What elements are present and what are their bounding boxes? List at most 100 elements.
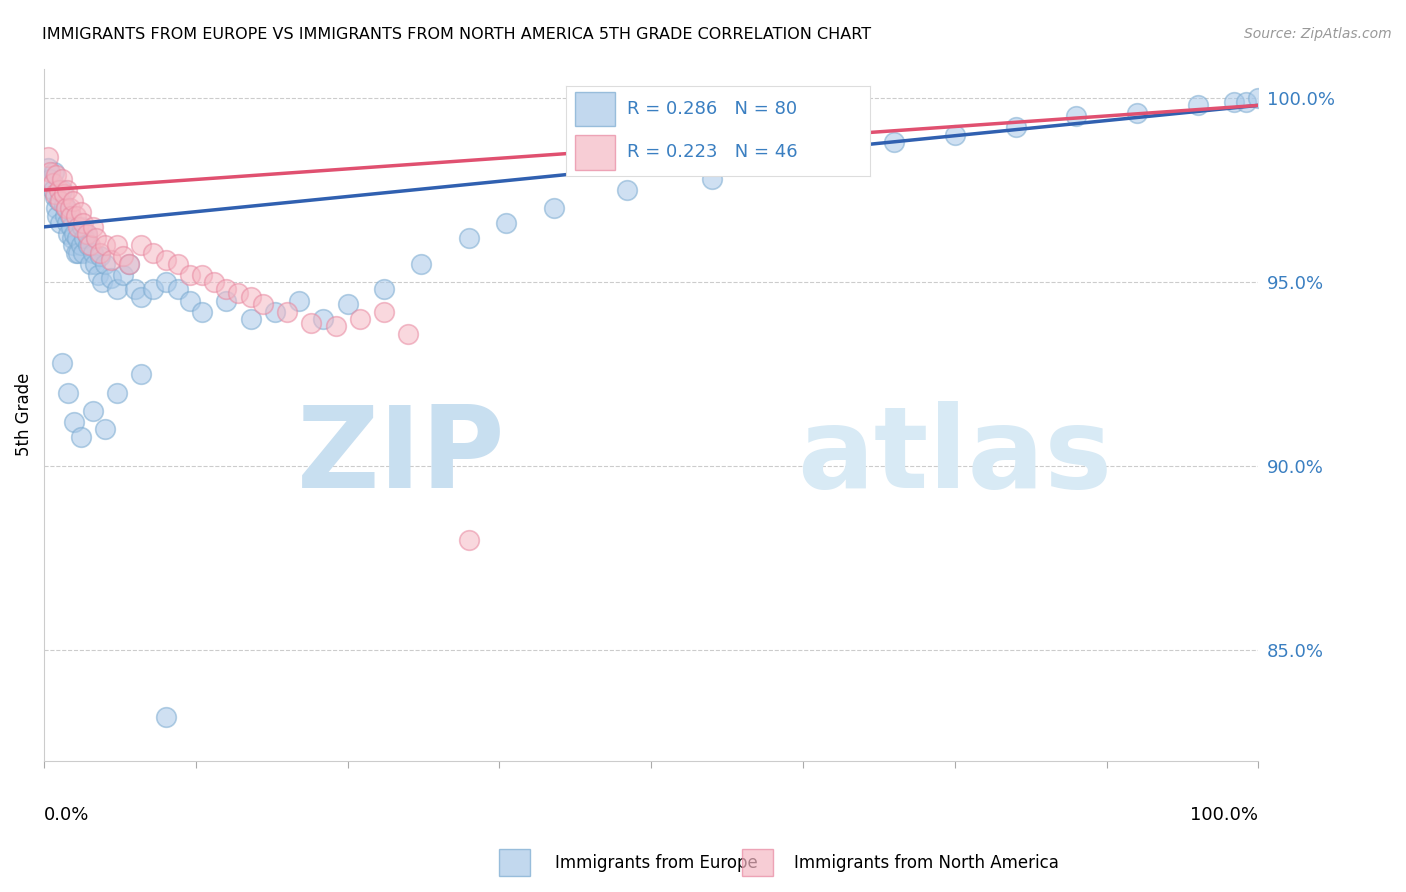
Point [65, 209, 87, 223]
Point [191, 304, 214, 318]
Point [37, 150, 59, 164]
Point [105, 385, 128, 400]
Point [349, 312, 371, 326]
Point [202, 275, 225, 289]
Point [76, 238, 98, 252]
Point [943, 128, 966, 142]
Point [59, 202, 82, 216]
Point [239, 312, 262, 326]
Point [52, 198, 75, 212]
Point [458, 533, 481, 547]
Point [63, 227, 86, 242]
Point [41, 176, 63, 190]
Point [56, 216, 79, 230]
Point [112, 249, 135, 263]
Point [252, 297, 274, 311]
Point [69, 430, 91, 444]
Point [41, 183, 63, 197]
Point [215, 283, 238, 297]
Point [762, 157, 785, 171]
Point [58, 385, 80, 400]
Point [276, 304, 298, 318]
Text: IMMIGRANTS FROM EUROPE VS IMMIGRANTS FROM NORTH AMERICA 5TH GRADE CORRELATION CH: IMMIGRANTS FROM EUROPE VS IMMIGRANTS FRO… [42, 27, 872, 42]
Y-axis label: 5th Grade: 5th Grade [15, 373, 32, 457]
Point [373, 283, 395, 297]
Point [48, 194, 70, 208]
Point [312, 312, 335, 326]
Point [616, 183, 638, 197]
Point [94, 238, 117, 252]
Point [1234, 95, 1257, 109]
Point [65, 245, 87, 260]
Point [59, 209, 82, 223]
Text: Immigrants from North America: Immigrants from North America [794, 855, 1059, 872]
Point [67, 245, 90, 260]
Point [72, 216, 94, 230]
Point [42, 164, 65, 178]
Point [129, 290, 152, 304]
Point [495, 216, 517, 230]
Point [1223, 95, 1246, 109]
Point [55, 202, 77, 216]
Point [155, 275, 177, 289]
Point [94, 422, 117, 436]
Point [82, 404, 104, 418]
Point [46, 209, 69, 223]
Point [118, 257, 141, 271]
Point [48, 183, 70, 197]
Point [79, 257, 101, 271]
Text: Immigrants from Europe: Immigrants from Europe [555, 855, 758, 872]
Point [1064, 109, 1087, 123]
Point [66, 231, 89, 245]
Point [56, 183, 79, 197]
Point [1126, 105, 1149, 120]
Point [86, 268, 108, 282]
Point [62, 194, 84, 208]
Point [105, 283, 128, 297]
Point [44, 186, 66, 201]
Point [124, 283, 146, 297]
Point [100, 252, 122, 267]
Point [67, 219, 90, 234]
Point [79, 238, 101, 252]
Text: ZIP: ZIP [297, 401, 506, 512]
Text: 0.0%: 0.0% [44, 805, 90, 824]
Point [215, 293, 238, 308]
Text: Source: ZipAtlas.com: Source: ZipAtlas.com [1244, 27, 1392, 41]
Point [155, 252, 177, 267]
Point [49, 194, 72, 208]
Point [49, 216, 72, 230]
Point [37, 161, 59, 175]
Point [39, 164, 62, 178]
Point [228, 286, 250, 301]
Text: 100.0%: 100.0% [1191, 805, 1258, 824]
Point [883, 135, 905, 149]
Point [823, 146, 845, 161]
Text: atlas: atlas [797, 401, 1112, 512]
Point [55, 202, 77, 216]
Point [60, 231, 83, 245]
Point [179, 268, 201, 282]
Point [373, 304, 395, 318]
Point [51, 183, 73, 197]
Point [112, 268, 135, 282]
Point [89, 245, 111, 260]
Point [63, 415, 86, 429]
Point [105, 238, 128, 252]
Point [239, 290, 262, 304]
Point [458, 231, 481, 245]
Point [191, 268, 214, 282]
Point [1187, 98, 1209, 112]
Point [86, 231, 108, 245]
Point [100, 271, 122, 285]
Point [84, 257, 107, 271]
Point [299, 316, 322, 330]
Point [336, 297, 359, 311]
Point [59, 219, 82, 234]
Point [73, 231, 96, 245]
Point [166, 283, 188, 297]
Point [409, 257, 432, 271]
Point [44, 190, 66, 204]
Point [700, 172, 723, 186]
Point [142, 245, 165, 260]
